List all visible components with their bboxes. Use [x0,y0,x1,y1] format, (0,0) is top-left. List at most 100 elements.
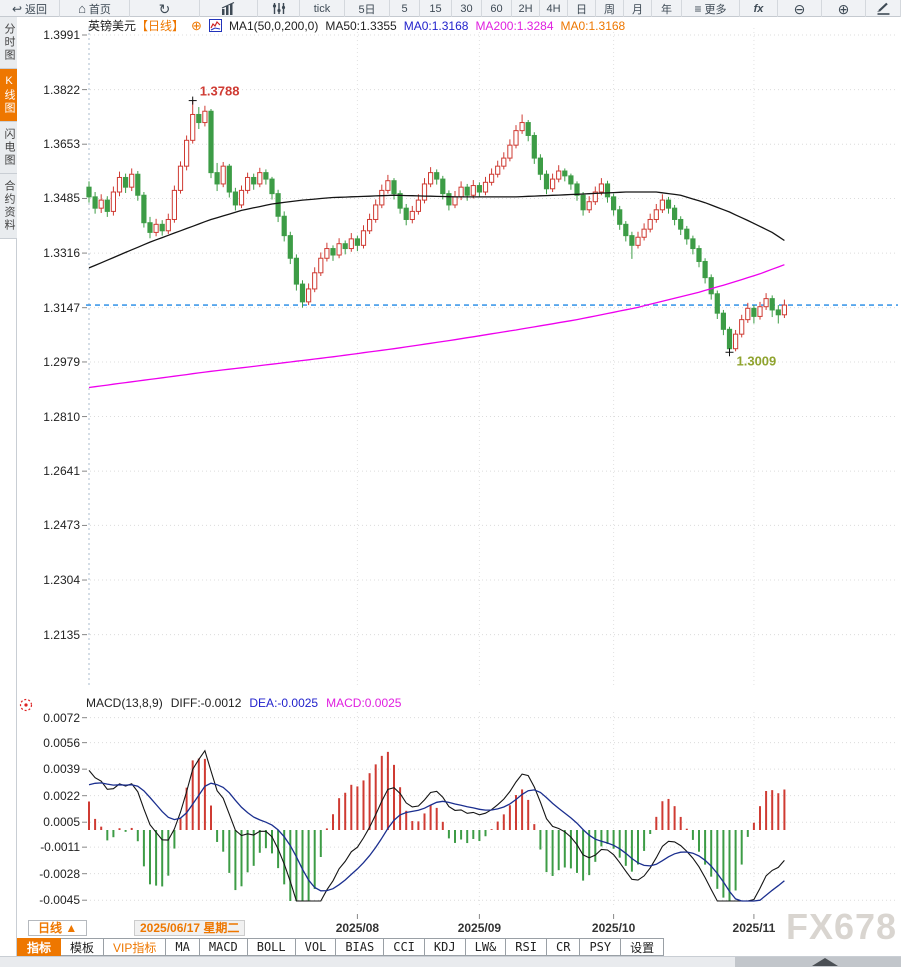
price-tick-label: 1.2810 [43,409,80,424]
tab-ma[interactable]: MA [166,938,200,956]
price-tick-label: 1.3147 [43,300,80,315]
macd-diff-value: DIFF:-0.0012 [170,695,242,710]
refresh-button[interactable]: ↻ [130,0,200,17]
sidebar-item-contract-info[interactable]: 合约资料 [0,174,17,239]
tab-bias[interactable]: BIAS [336,938,385,956]
tab-lwr[interactable]: LW& [465,938,507,956]
tab-macd[interactable]: MACD [199,938,248,956]
date-tick-label: 2025/11 [732,921,776,935]
price-tick-label: 1.2304 [43,573,80,588]
macd-tick-label: 0.0056 [43,735,80,750]
price-tick-label: 1.3822 [43,82,80,97]
sliders-icon [272,3,285,14]
macd-macd-value: MACD:0.0025 [326,695,402,710]
price-tick-label: 1.2641 [43,464,80,479]
tab-cci[interactable]: CCI [384,938,425,956]
chart-type-sidebar: 分时图 K线图 闪电图 合约资料 [0,17,17,967]
period-day-button[interactable]: 日 [568,0,596,17]
tab-vol[interactable]: VOL [295,938,337,956]
macd-tick-label: -0.0045 [39,893,80,908]
ma0-blue-value: MA0:1.3168 [403,18,469,33]
macd-tick-label: 0.0039 [43,762,80,777]
period-60-button[interactable]: 60 [482,0,512,17]
svg-text:1.3788: 1.3788 [200,84,240,99]
indicator-settings-button[interactable] [258,0,300,17]
period-30-button[interactable]: 30 [452,0,482,17]
price-tick-label: 1.2473 [43,518,80,533]
collapse-arrow-icon[interactable] [812,958,838,966]
macd-header: MACD(13,8,9) DIFF:-0.0012 DEA:-0.0025 MA… [86,695,401,710]
date-tick-label: 2025/08 [335,921,380,935]
period-month-button[interactable]: 月 [624,0,652,17]
macd-tick-label: 0.0005 [43,815,80,830]
more-button[interactable]: ≡ 更多 [682,0,740,17]
period-label: 【日线】 [136,19,185,33]
indicator-tab-bar: 指标 模板 VIP指标 MA MACD BOLL VOL BIAS CCI KDJ LW& RSI CR… [17,938,665,956]
sidebar-item-lightning-chart[interactable]: 闪电图 [0,122,17,174]
svg-text:1.3009: 1.3009 [737,353,777,368]
tab-psy[interactable]: PSY [580,938,622,956]
zoom-in-icon: ⊕ [837,0,850,17]
macd-dea-value: DEA:-0.0025 [249,695,319,710]
price-tick-label: 1.3316 [43,246,80,261]
formula-button[interactable]: fx [740,0,778,17]
crosshair-target-icon [24,703,28,707]
chart-style-button[interactable] [200,0,258,17]
period-15-button[interactable]: 15 [420,0,452,17]
zoom-in-button[interactable]: ⊕ [822,0,866,17]
period-5-button[interactable]: 5 [390,0,420,17]
zoom-out-button[interactable]: ⊖ [778,0,822,17]
ma50-value: MA50:1.3355 [325,18,397,33]
price-tick-label: 1.3653 [43,137,80,152]
macd-tick-label: 0.0072 [43,710,80,725]
top-toolbar: ↩ 返回 ⌂ 首页 ↻ tick 5日 5 15 30 60 2H 4H 日周月年 ≡ 更多 fx ⊖ ⊕ [0,0,901,17]
tab-kdj[interactable]: KDJ [424,938,466,956]
period-2h-button[interactable]: 2H [512,0,540,17]
sidebar-item-time-chart[interactable]: 分时图 [0,17,17,69]
tab-boll[interactable]: BOLL [247,938,296,956]
macd-tick-label: -0.0028 [39,866,80,881]
period-selector[interactable]: 日线 ▲ [28,920,88,936]
ma-settings-label: MA1(50,0,200,0) [228,18,319,33]
period-week-button[interactable]: 周 [596,0,624,17]
bar-chart-icon [221,2,235,15]
main-chart-header: 英镑美元 【日线】 ⊕ MA1(50,0,200,0) MA50:1.3355 … [88,17,626,34]
home-button[interactable]: ⌂ 首页 [60,0,130,17]
tab-indicator[interactable]: 指标 [17,938,62,956]
tab-template[interactable]: 模板 [61,938,105,956]
chart-scrollbar-track[interactable] [0,956,901,967]
zoom-out-icon: ⊖ [793,0,806,17]
period-4h-button[interactable]: 4H [540,0,568,17]
date-tick-label: 2025/09 [457,921,502,935]
refresh-icon: ↻ [158,0,171,17]
symbol-name: 英镑美元 [88,19,137,33]
price-tick-label: 1.3485 [43,191,80,206]
ma200-value: MA200:1.3284 [475,18,554,33]
price-tick-label: 1.2135 [43,627,80,642]
plus-circle-icon[interactable]: ⊕ [191,17,202,33]
macd-title: MACD(13,8,9) [86,695,163,710]
menu-icon: ≡ [694,1,702,16]
period-year-button[interactable]: 年 [652,0,682,17]
home-icon: ⌂ [78,1,86,16]
tab-vip-indicator[interactable]: VIP指标 [104,938,167,956]
macd-tick-label: 0.0022 [43,788,80,803]
sidebar-item-kline-chart[interactable]: K线图 [0,69,17,122]
back-button[interactable]: ↩ 返回 [0,0,60,17]
date-tick-label: 2025/10 [591,921,636,935]
macd-tick-label: -0.0011 [40,840,80,855]
price-tick-label: 1.2979 [43,354,80,369]
back-icon: ↩ [11,1,23,16]
ma0-orange-value: MA0:1.3168 [560,18,626,33]
period-5d-button[interactable]: 5日 [345,0,390,17]
selected-date-label: 2025/06/17 星期二 [134,920,246,936]
tick-button[interactable]: tick [300,0,345,17]
tab-cr[interactable]: CR [546,938,581,956]
mini-chart-icon[interactable] [208,19,222,32]
tab-rsi[interactable]: RSI [506,938,547,956]
pencil-icon [876,2,889,15]
price-tick-label: 1.3991 [43,28,80,42]
tab-settings[interactable]: 设置 [621,938,665,956]
